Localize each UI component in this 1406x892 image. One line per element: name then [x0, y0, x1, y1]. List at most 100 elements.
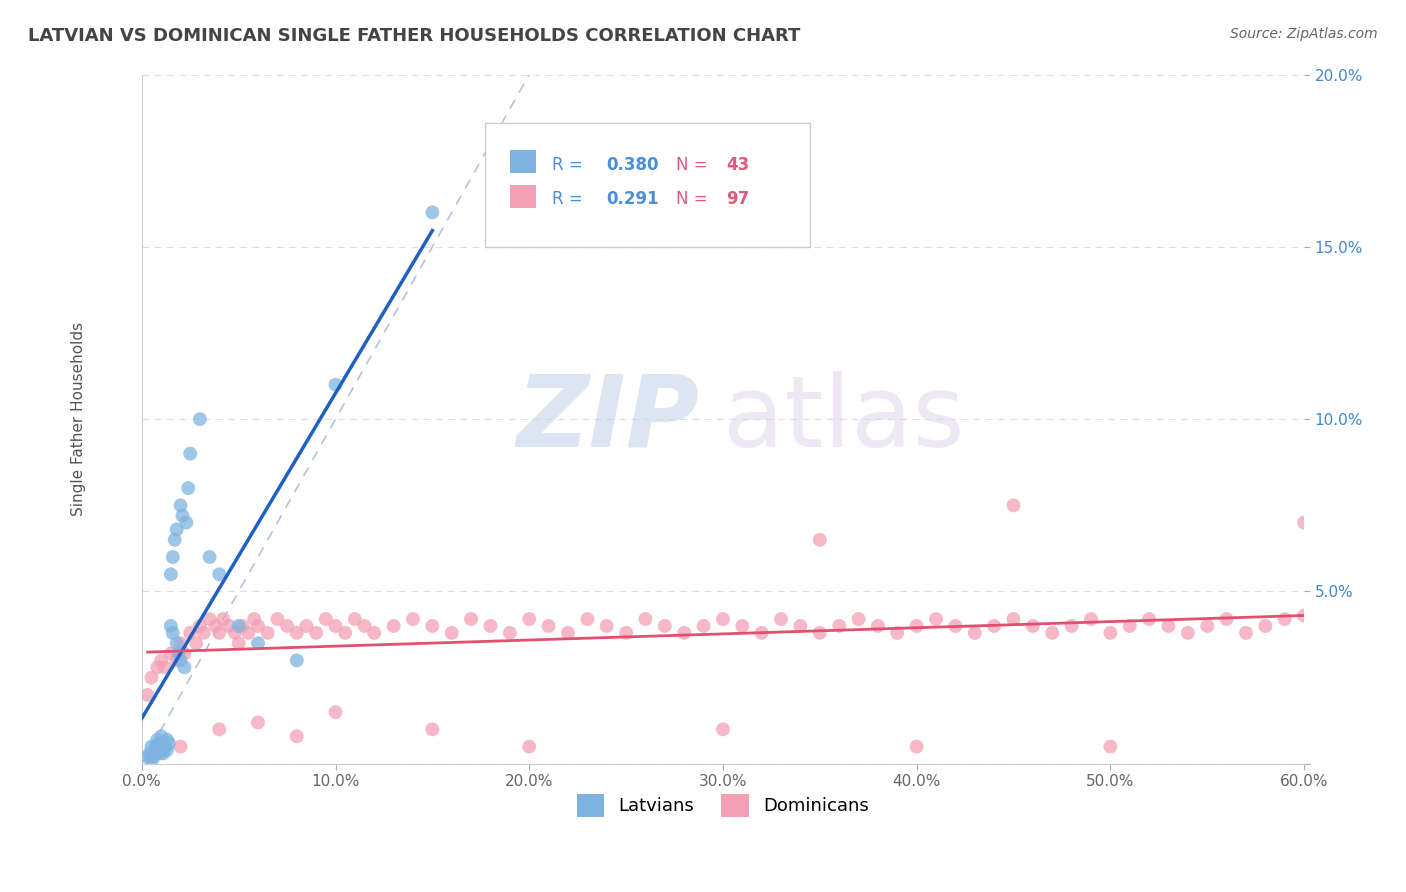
Point	[153, 660, 176, 674]
Point	[315, 612, 337, 626]
Point	[169, 636, 191, 650]
Point	[228, 636, 250, 650]
Point	[1234, 625, 1257, 640]
Point	[142, 747, 165, 761]
FancyBboxPatch shape	[510, 151, 536, 173]
Point	[160, 647, 183, 661]
Point	[1137, 612, 1160, 626]
Point	[148, 736, 170, 750]
Y-axis label: Single Father Households: Single Father Households	[72, 322, 86, 516]
Legend: Latvians, Dominicans: Latvians, Dominicans	[569, 788, 876, 823]
Point	[945, 619, 967, 633]
Point	[905, 619, 928, 633]
Point	[138, 747, 160, 761]
Point	[160, 619, 183, 633]
Point	[789, 619, 811, 633]
Text: ZIP: ZIP	[516, 371, 700, 467]
Point	[517, 612, 540, 626]
Point	[224, 625, 246, 640]
Point	[166, 636, 188, 650]
Point	[143, 747, 166, 761]
Point	[208, 567, 231, 582]
Point	[184, 636, 207, 650]
Text: LATVIAN VS DOMINICAN SINGLE FATHER HOUSEHOLDS CORRELATION CHART: LATVIAN VS DOMINICAN SINGLE FATHER HOUSE…	[28, 27, 800, 45]
Text: 0.380: 0.380	[607, 156, 659, 174]
Point	[983, 619, 1005, 633]
Point	[141, 753, 163, 767]
Point	[176, 516, 198, 530]
Point	[479, 619, 502, 633]
FancyBboxPatch shape	[485, 123, 810, 247]
Point	[157, 736, 180, 750]
Point	[198, 549, 221, 564]
Point	[770, 612, 793, 626]
Text: N =: N =	[676, 156, 713, 174]
Point	[146, 660, 169, 674]
Text: Source: ZipAtlas.com: Source: ZipAtlas.com	[1230, 27, 1378, 41]
Point	[576, 612, 599, 626]
Point	[1119, 619, 1142, 633]
Point	[1099, 625, 1122, 640]
Point	[198, 612, 221, 626]
Point	[751, 625, 773, 640]
Point	[231, 619, 253, 633]
Point	[208, 723, 231, 737]
Point	[711, 612, 734, 626]
Point	[247, 636, 270, 650]
Point	[266, 612, 288, 626]
Point	[499, 625, 522, 640]
Point	[1099, 739, 1122, 754]
Point	[1294, 608, 1316, 623]
Point	[156, 732, 179, 747]
Point	[848, 612, 870, 626]
Point	[156, 743, 179, 757]
Point	[228, 619, 250, 633]
Point	[1177, 625, 1199, 640]
Point	[150, 729, 173, 743]
Point	[204, 619, 226, 633]
Point	[141, 671, 163, 685]
Point	[905, 739, 928, 754]
Point	[285, 625, 308, 640]
Point	[162, 625, 184, 640]
Point	[1254, 619, 1277, 633]
Point	[325, 619, 347, 633]
Point	[1215, 612, 1237, 626]
Text: atlas: atlas	[723, 371, 965, 467]
Point	[169, 499, 191, 513]
Text: 97: 97	[727, 190, 749, 209]
Point	[557, 625, 579, 640]
Point	[808, 625, 831, 640]
Point	[177, 481, 200, 495]
Point	[212, 612, 235, 626]
Point	[150, 743, 173, 757]
Text: N =: N =	[676, 190, 713, 209]
Point	[828, 619, 851, 633]
Point	[179, 447, 201, 461]
Text: R =: R =	[553, 156, 588, 174]
Point	[537, 619, 560, 633]
Point	[285, 653, 308, 667]
Point	[335, 625, 357, 640]
Point	[382, 619, 405, 633]
Point	[150, 653, 173, 667]
Point	[1274, 612, 1296, 626]
Point	[866, 619, 889, 633]
Point	[238, 625, 260, 640]
Point	[305, 625, 328, 640]
Point	[276, 619, 298, 633]
Point	[808, 533, 831, 547]
Point	[422, 619, 444, 633]
Point	[1060, 619, 1083, 633]
Point	[167, 647, 190, 661]
Point	[148, 747, 170, 761]
Point	[193, 625, 215, 640]
Point	[152, 747, 174, 761]
Point	[143, 739, 166, 754]
Point	[1002, 499, 1025, 513]
Point	[886, 625, 908, 640]
Point	[325, 377, 347, 392]
Text: 43: 43	[727, 156, 749, 174]
Point	[325, 705, 347, 719]
Point	[188, 619, 211, 633]
